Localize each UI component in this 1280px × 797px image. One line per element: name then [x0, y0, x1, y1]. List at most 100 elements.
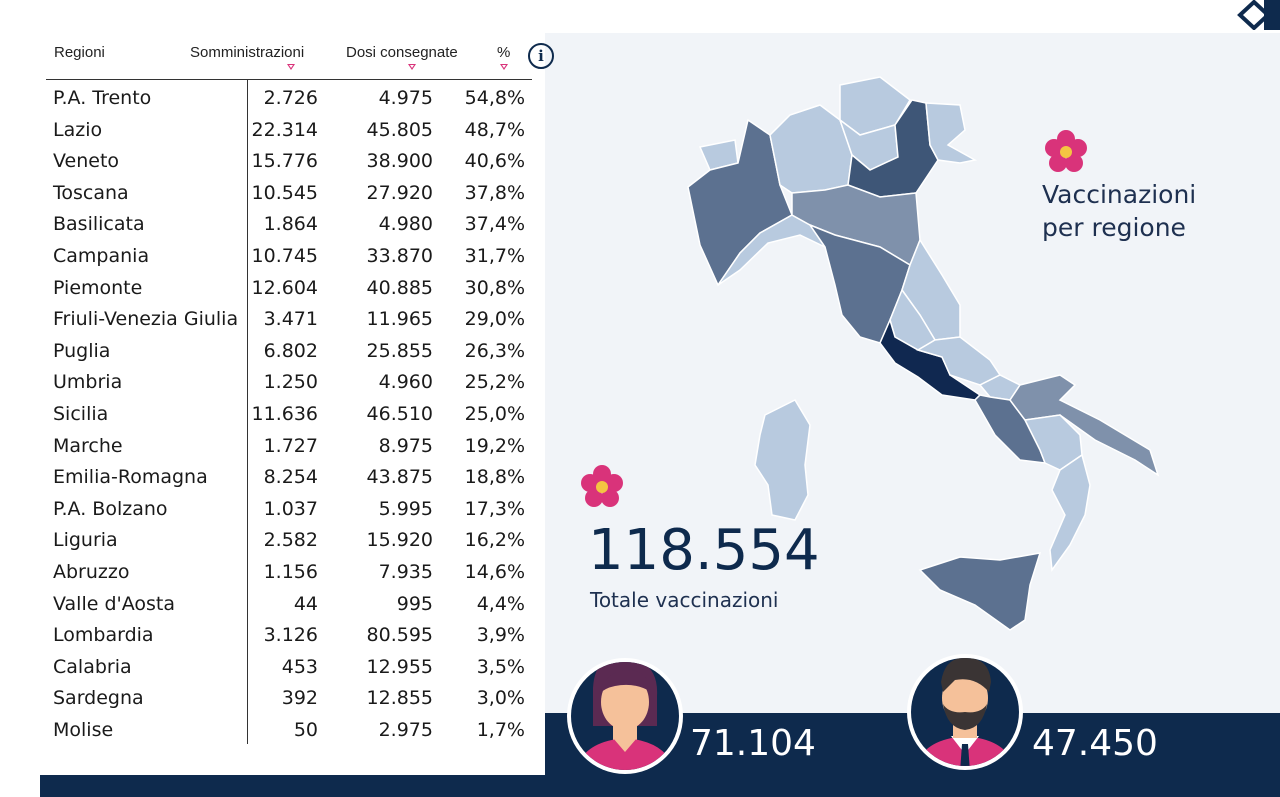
region-sardegna: [754, 399, 811, 521]
table-row[interactable]: Toscana 10.545 27.920 37,8%: [40, 177, 540, 209]
region-cell: Lazio: [53, 118, 103, 141]
region-cell: Campania: [53, 244, 150, 267]
table-row[interactable]: Veneto 15.776 38.900 40,6%: [40, 145, 540, 177]
map-title: Vaccinazioni per regione: [1042, 178, 1196, 244]
table-row[interactable]: Molise 50 2.975 1,7%: [40, 714, 540, 746]
header-divider: [46, 79, 532, 80]
table-row[interactable]: Friuli-Venezia Giulia 3.471 11.965 29,0%: [40, 303, 540, 335]
header-doses[interactable]: Dosi consegnate: [346, 44, 458, 61]
doses-cell: 4.975: [378, 87, 433, 109]
doses-cell: 7.935: [378, 560, 433, 583]
table-row[interactable]: Umbria 1.250 4.960 25,2%: [40, 366, 540, 398]
region-cell: P.A. Bolzano: [53, 497, 168, 520]
flower-icon: [581, 465, 623, 507]
header-administrations[interactable]: Somministrazioni: [190, 44, 305, 61]
total-value: 118.554: [588, 518, 820, 583]
table-row[interactable]: Puglia 6.802 25.855 26,3%: [40, 335, 540, 367]
doses-cell: 38.900: [366, 150, 433, 173]
table-row[interactable]: Abruzzo 1.156 7.935 14,6%: [40, 556, 540, 588]
administrations-cell: 2.582: [263, 529, 318, 552]
administrations-cell: 1.864: [263, 213, 318, 236]
administrations-cell: 3.126: [263, 624, 318, 647]
percent-cell: 25,2%: [464, 371, 525, 394]
table-row[interactable]: Basilicata 1.864 4.980 37,4%: [40, 208, 540, 240]
table-row[interactable]: Valle d'Aosta 44 995 4,4%: [40, 588, 540, 620]
table-row[interactable]: Sardegna 392 12.855 3,0%: [40, 682, 540, 714]
table-panel: [40, 33, 545, 775]
region-cell: Veneto: [53, 150, 120, 173]
percent-cell: 30,8%: [464, 276, 525, 299]
flower-icon: [1045, 130, 1087, 172]
percent-cell: 4,4%: [476, 592, 525, 615]
header-region[interactable]: Regioni: [54, 44, 105, 61]
table-row[interactable]: Emilia-Romagna 8.254 43.875 18,8%: [40, 461, 540, 493]
table-row[interactable]: P.A. Trento 2.726 4.975 54,8%: [40, 82, 540, 114]
region-piemonte: [687, 118, 793, 287]
region-sicilia: [918, 552, 1042, 631]
doses-cell: 33.870: [366, 244, 433, 267]
region-cell: Molise: [53, 718, 114, 741]
doses-cell: 46.510: [366, 402, 433, 425]
doses-cell: 11.965: [366, 308, 433, 331]
region-cell: Liguria: [53, 529, 118, 552]
region-cell: Toscana: [53, 181, 129, 204]
woman-avatar-icon: [567, 658, 683, 774]
percent-cell: 25,0%: [464, 402, 525, 425]
doses-cell: 43.875: [366, 466, 433, 489]
region-cell: Abruzzo: [53, 560, 130, 583]
percent-cell: 18,8%: [464, 466, 525, 489]
percent-cell: 17,3%: [464, 497, 525, 520]
table-row[interactable]: Lombardia 3.126 80.595 3,9%: [40, 619, 540, 651]
administrations-cell: 2.726: [263, 87, 318, 109]
administrations-cell: 11.636: [251, 402, 318, 425]
total-label: Totale vaccinazioni: [590, 588, 779, 612]
table-row[interactable]: Marche 1.727 8.975 19,2%: [40, 430, 540, 462]
percent-cell: 40,6%: [464, 150, 525, 173]
administrations-cell: 15.776: [251, 150, 318, 173]
percent-cell: 48,7%: [464, 118, 525, 141]
sort-doses-icon[interactable]: [408, 64, 416, 70]
region-cell: Emilia-Romagna: [53, 466, 208, 489]
sort-administrations-icon[interactable]: [287, 64, 295, 70]
table-row[interactable]: Lazio 22.314 45.805 48,7%: [40, 114, 540, 146]
table-row[interactable]: Calabria 453 12.955 3,5%: [40, 651, 540, 683]
doses-cell: 8.975: [378, 434, 433, 457]
administrations-cell: 22.314: [251, 118, 318, 141]
percent-cell: 37,8%: [464, 181, 525, 204]
percent-cell: 19,2%: [464, 434, 525, 457]
percent-cell: 3,9%: [476, 624, 525, 647]
percent-cell: 3,0%: [476, 687, 525, 710]
percent-cell: 26,3%: [464, 339, 525, 362]
region-friuli: [925, 102, 978, 164]
region-cell: Piemonte: [53, 276, 143, 299]
footer-bar: [40, 775, 1280, 797]
percent-cell: 14,6%: [464, 560, 525, 583]
info-icon[interactable]: i: [528, 43, 554, 69]
doses-cell: 4.980: [378, 213, 433, 236]
sort-percent-icon[interactable]: [500, 64, 508, 70]
doses-cell: 12.855: [366, 687, 433, 710]
percent-cell: 1,7%: [476, 718, 525, 741]
region-lazio: [879, 317, 982, 401]
table-row[interactable]: Campania 10.745 33.870 31,7%: [40, 240, 540, 272]
corner-logo-icon[interactable]: [1234, 0, 1280, 30]
table-row[interactable]: Piemonte 12.604 40.885 30,8%: [40, 272, 540, 304]
administrations-cell: 1.250: [263, 371, 318, 394]
administrations-cell: 12.604: [251, 276, 318, 299]
administrations-cell: 6.802: [263, 339, 318, 362]
doses-cell: 27.920: [366, 181, 433, 204]
doses-cell: 5.995: [378, 497, 433, 520]
administrations-cell: 10.545: [251, 181, 318, 204]
map-title-line1: Vaccinazioni: [1042, 180, 1197, 209]
region-cell: P.A. Trento: [53, 87, 152, 109]
doses-cell: 80.595: [366, 624, 433, 647]
region-cell: Valle d'Aosta: [53, 592, 176, 615]
administrations-cell: 453: [281, 655, 318, 678]
header-percent[interactable]: %: [497, 44, 511, 61]
doses-cell: 25.855: [366, 339, 433, 362]
administrations-cell: 392: [281, 687, 318, 710]
table-row[interactable]: Sicilia 11.636 46.510 25,0%: [40, 398, 540, 430]
doses-cell: 4.960: [378, 371, 433, 394]
table-row[interactable]: Liguria 2.582 15.920 16,2%: [40, 524, 540, 556]
table-row[interactable]: P.A. Bolzano 1.037 5.995 17,3%: [40, 493, 540, 525]
